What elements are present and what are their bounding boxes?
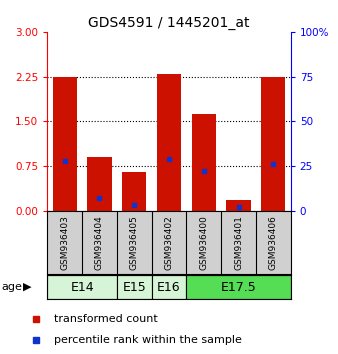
Text: E14: E14 <box>70 281 94 293</box>
Text: ▶: ▶ <box>23 282 31 292</box>
Text: GSM936401: GSM936401 <box>234 215 243 270</box>
Bar <box>192 114 216 211</box>
Text: E15: E15 <box>122 281 146 293</box>
Text: transformed count: transformed count <box>54 314 158 324</box>
Text: GSM936404: GSM936404 <box>95 215 104 270</box>
Bar <box>52 76 77 211</box>
Bar <box>122 172 146 211</box>
Bar <box>152 275 186 299</box>
Bar <box>226 200 251 211</box>
Text: GSM936406: GSM936406 <box>269 215 278 270</box>
Text: GSM936402: GSM936402 <box>165 215 173 270</box>
Text: GSM936400: GSM936400 <box>199 215 208 270</box>
Bar <box>117 275 152 299</box>
Bar <box>186 275 291 299</box>
Text: GSM936403: GSM936403 <box>60 215 69 270</box>
Text: percentile rank within the sample: percentile rank within the sample <box>54 335 242 345</box>
Bar <box>87 157 112 211</box>
Text: GSM936405: GSM936405 <box>130 215 139 270</box>
Bar <box>47 275 117 299</box>
Text: E16: E16 <box>157 281 181 293</box>
Text: E17.5: E17.5 <box>221 281 257 293</box>
Text: GDS4591 / 1445201_at: GDS4591 / 1445201_at <box>88 16 250 30</box>
Bar <box>157 74 181 211</box>
Bar <box>261 76 286 211</box>
Text: age: age <box>2 282 23 292</box>
